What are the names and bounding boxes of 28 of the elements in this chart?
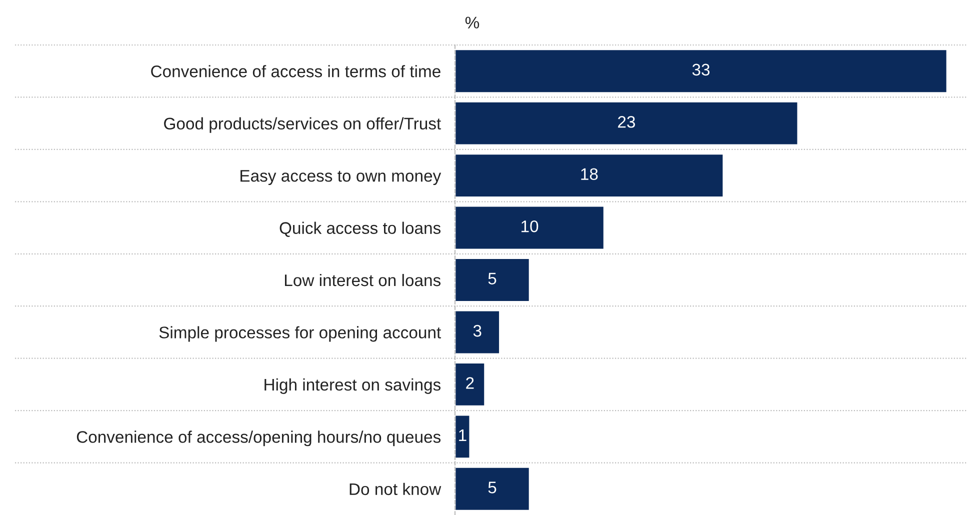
bar: [455, 100, 799, 146]
bar: [455, 205, 605, 250]
bar: [455, 258, 530, 302]
bar: [455, 48, 947, 94]
bar: [455, 153, 724, 198]
y-tick-label: Easy access to own money: [240, 170, 442, 186]
y-tick-label: Quick access to loans: [280, 222, 441, 237]
y-tick-label: Do not know: [350, 482, 442, 496]
data-label: 5: [488, 272, 496, 284]
data-label: 2: [466, 377, 474, 389]
y-tick-label: Convenience of access/opening hours/no queues: [76, 430, 441, 446]
y-tick-label: High interest on savings: [264, 378, 441, 394]
bar: [455, 414, 471, 460]
bar: [455, 362, 486, 407]
data-label: 18: [581, 168, 598, 180]
y-tick-label: Simple processes for opening account: [159, 326, 442, 342]
y-tick-label: Low interest on loans: [284, 274, 441, 286]
x-axis-title: %: [465, 16, 480, 28]
data-label: 3: [473, 324, 482, 337]
data-label: 33: [692, 64, 710, 76]
data-label: 5: [488, 482, 496, 494]
bar: [455, 466, 530, 512]
y-tick-label: Convenience of access in terms of time: [151, 65, 440, 78]
bar: [455, 310, 500, 355]
data-label: 23: [618, 116, 635, 128]
data-label: 1: [459, 430, 466, 441]
data-label: 10: [522, 220, 538, 232]
y-tick-label: Good products/services on offer/Trust: [164, 117, 442, 133]
